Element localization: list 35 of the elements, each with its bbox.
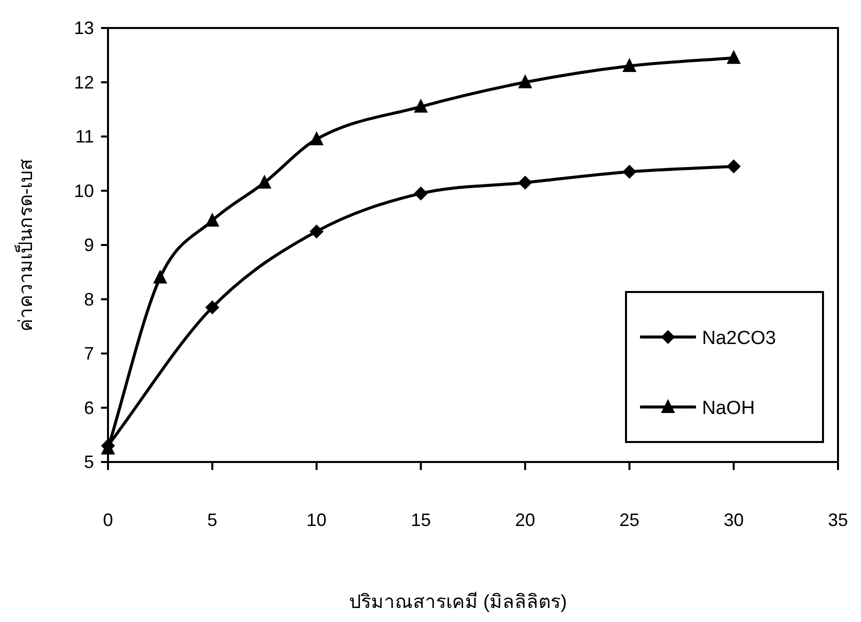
point	[622, 164, 636, 179]
point	[153, 270, 168, 284]
y-tick-label: 9	[84, 235, 94, 255]
point	[726, 159, 741, 174]
x-axis-title: ปริมาณสารเคมี (มิลลิลิตร)	[349, 591, 567, 613]
x-tick-label: 35	[828, 510, 848, 530]
legend-label: Na2CO3	[702, 328, 776, 349]
point	[205, 212, 220, 227]
y-tick-label: 6	[84, 398, 94, 418]
y-axis-title: ค่าความเป็นกรด-เบส	[13, 158, 37, 332]
point	[257, 174, 272, 189]
y-tick-label: 5	[84, 452, 94, 472]
x-tick-label: 5	[207, 510, 218, 530]
y-tick-label: 10	[74, 180, 94, 201]
y-tick-label: 11	[75, 126, 94, 146]
y-tick-label: 12	[74, 72, 94, 92]
point	[518, 74, 532, 88]
x-tick-label: 10	[306, 510, 327, 530]
point	[310, 131, 324, 146]
point	[622, 58, 636, 72]
legend-label: NaOH	[702, 398, 755, 419]
point	[414, 98, 428, 113]
point	[518, 176, 532, 190]
point	[726, 50, 741, 64]
x-tick-label: 30	[724, 510, 744, 530]
x-tick-label: 15	[410, 510, 431, 530]
point	[205, 300, 220, 314]
x-tick-label: 0	[102, 510, 114, 530]
x-tick-label: 25	[619, 510, 640, 530]
y-tick-label: 8	[84, 289, 94, 310]
point	[414, 186, 428, 200]
y-tick-label: 7	[84, 344, 94, 364]
y-tick-label: 13	[74, 18, 94, 38]
x-tick-label: 20	[515, 510, 536, 530]
point	[310, 224, 324, 238]
